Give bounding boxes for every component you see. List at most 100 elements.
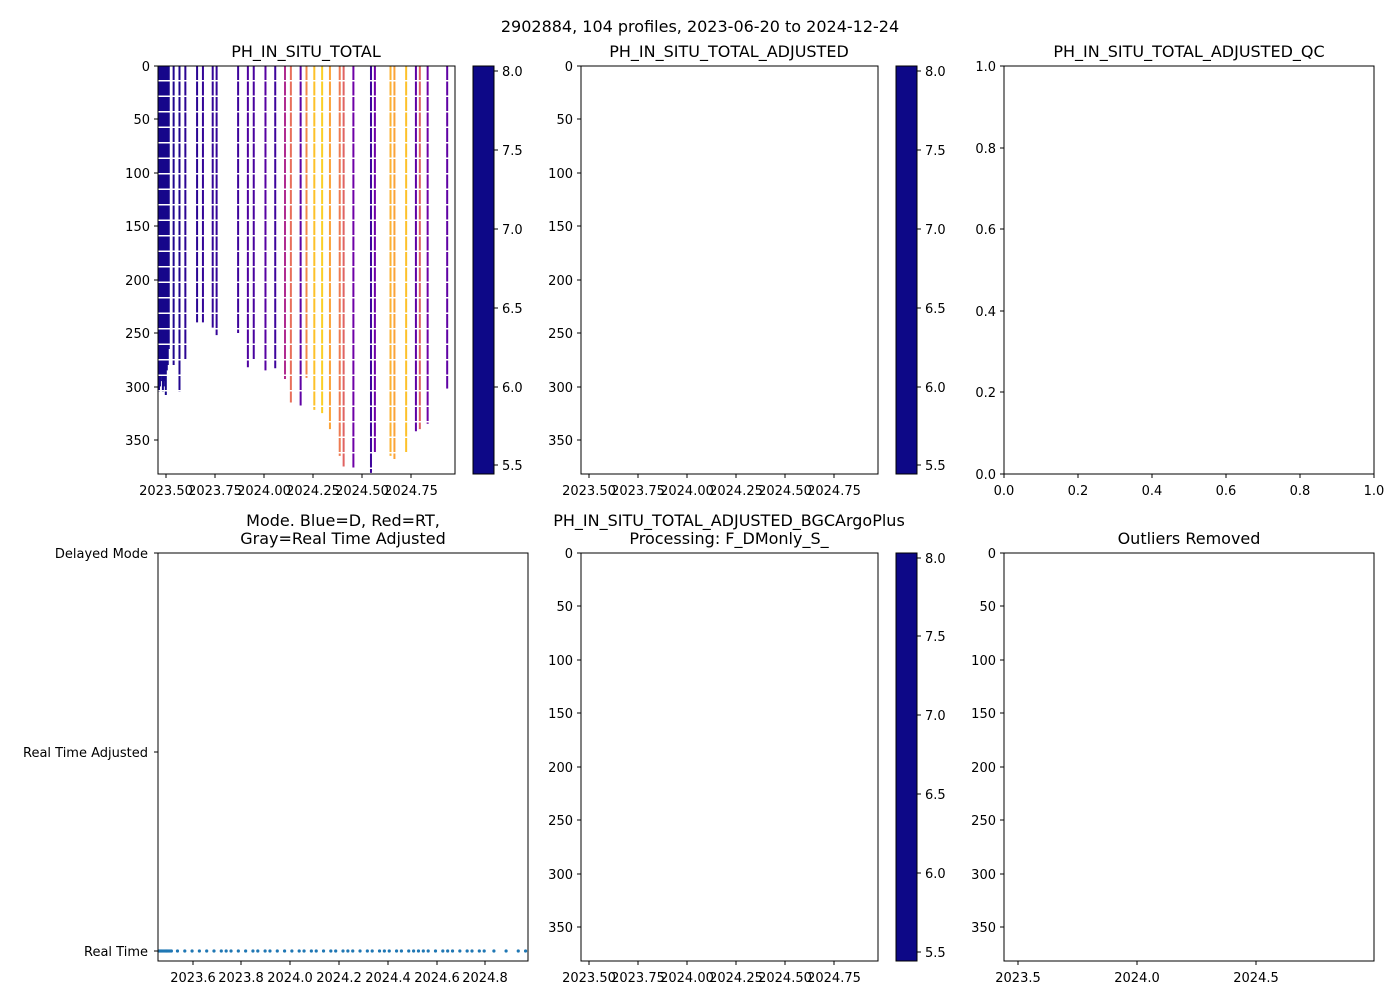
y-tick-label: 250 [971, 814, 996, 829]
mode-point [450, 949, 455, 953]
y-tick-label: 0.8 [975, 142, 996, 157]
y-tick-label: 300 [548, 381, 573, 396]
panel-ph-bgc-title-line1: PH_IN_SITU_TOTAL_ADJUSTED_BGCArgoPlus [553, 511, 905, 531]
cbar-tick: 6.0 [917, 867, 946, 882]
mode-point [351, 949, 355, 953]
y-tick-label: 150 [971, 707, 996, 722]
ph-raw-y-ticks: 0 50 100 150 200 250 300 350 [125, 60, 158, 449]
mode-point [370, 949, 374, 953]
y-tick: 50 [556, 113, 581, 128]
colorbar-raw-gradient [472, 65, 495, 475]
mode-point [329, 949, 333, 953]
colorbar-bgc-ticks: 5.5 6.0 6.5 7.0 7.5 8.0 [917, 552, 946, 961]
x-tick-label: 0.6 [1216, 484, 1237, 499]
mode-point [309, 949, 313, 953]
x-tick: 2023.50 [562, 961, 616, 986]
x-tick: 2024.50 [758, 961, 812, 986]
cbar-tick: 8.0 [494, 65, 523, 80]
x-tick-label: 2023.50 [562, 484, 616, 499]
cbar-tick-label: 7.0 [925, 223, 946, 238]
y-tick: 0.4 [975, 305, 1004, 320]
x-tick-label: 2024.00 [660, 484, 714, 499]
y-tick: 250 [971, 814, 1004, 829]
mode-point [212, 949, 216, 953]
x-tick: 2023.8 [218, 961, 264, 986]
y-tick: 0 [565, 547, 581, 562]
x-tick-label: 2024.75 [807, 971, 861, 986]
mode-points [157, 949, 528, 953]
mode-point [504, 949, 508, 953]
y-tick: 350 [971, 921, 1004, 936]
x-tick: 0.0 [994, 474, 1015, 499]
y-tick-label: 0 [988, 547, 996, 562]
cbar-tick-label: 7.5 [925, 144, 946, 159]
mode-point [458, 949, 462, 953]
x-tick: 2024.25 [709, 474, 763, 499]
cbar-tick: 8.0 [917, 65, 946, 80]
y-tick-label: 0.2 [975, 386, 996, 401]
x-tick-label: 0.0 [994, 484, 1015, 499]
colorbar-raw-ticks: 5.5 6.0 6.5 7.0 7.5 8.0 [494, 65, 523, 474]
y-tick: 200 [125, 274, 158, 289]
y-tick: 100 [125, 167, 158, 182]
x-tick: 2024.0 [1114, 961, 1160, 986]
x-tick-label: 2023.75 [611, 971, 665, 986]
y-tick: 50 [556, 600, 581, 615]
x-tick-label: 2024.0 [1114, 971, 1160, 986]
x-tick-label: 2024.2 [316, 971, 362, 986]
mode-point [387, 949, 391, 953]
x-tick: 0.4 [1142, 474, 1163, 499]
cbar-tick: 6.0 [494, 381, 523, 396]
mode-point [416, 949, 421, 953]
x-tick: 2023.5 [995, 961, 1041, 986]
y-tick: 100 [548, 654, 581, 669]
y-tick-label: 200 [971, 761, 996, 776]
y-tick-label: 100 [548, 654, 573, 669]
mode-point [394, 949, 399, 953]
x-tick: 2024.8 [462, 961, 508, 986]
cbar-tick-label: 7.5 [502, 144, 523, 159]
x-tick-label: 2023.6 [170, 971, 216, 986]
y-tick: Real Time Adjusted [23, 746, 158, 761]
mode-point [302, 949, 306, 953]
y-tick: 200 [548, 274, 581, 289]
y-tick: 100 [548, 167, 581, 182]
y-tick-label: 100 [971, 654, 996, 669]
y-tick-label: 350 [548, 921, 573, 936]
cbar-tick: 7.0 [494, 223, 523, 238]
mode-point [341, 949, 345, 953]
y-tick-label: Real Time [84, 945, 148, 960]
y-tick: 0 [565, 60, 581, 75]
cbar-tick: 6.5 [917, 302, 946, 317]
y-tick: 0.0 [975, 468, 1004, 483]
y-tick: 150 [548, 707, 581, 722]
mode-point [482, 949, 486, 953]
cbar-tick: 6.5 [494, 302, 523, 317]
y-tick: 300 [125, 381, 158, 396]
cbar-tick-label: 7.0 [502, 223, 523, 238]
x-tick-label: 2023.75 [611, 484, 665, 499]
y-tick: 0 [988, 547, 1004, 562]
x-tick-label: 2024.0 [267, 971, 313, 986]
mode-point [197, 949, 201, 953]
y-tick-label: 300 [125, 381, 150, 396]
cbar-tick-label: 6.0 [925, 867, 946, 882]
mode-point [205, 949, 209, 953]
cbar-tick: 7.0 [917, 223, 946, 238]
x-tick: 2024.0 [267, 961, 313, 986]
y-tick: 0.2 [975, 386, 1004, 401]
x-tick-label: 0.4 [1142, 484, 1163, 499]
y-tick-label: 350 [125, 434, 150, 449]
mode-point [297, 949, 301, 953]
y-tick: 100 [971, 654, 1004, 669]
colorbar-bgc: 5.5 6.0 6.5 7.0 7.5 8.0 [895, 552, 946, 962]
cbar-tick-label: 6.0 [502, 381, 523, 396]
ph-bgc-y-ticks: 0 50 100 150 200 250 300 350 [548, 547, 581, 936]
x-tick-label: 2024.00 [237, 484, 291, 499]
x-tick-label: 2023.8 [218, 971, 264, 986]
ph-qc-axes-frame [1003, 65, 1375, 475]
cbar-tick-label: 5.5 [925, 946, 946, 961]
mode-point [229, 949, 233, 953]
panel-ph-adjusted: PH_IN_SITU_TOTAL_ADJUSTED 2023.50 2023.7… [548, 42, 879, 499]
